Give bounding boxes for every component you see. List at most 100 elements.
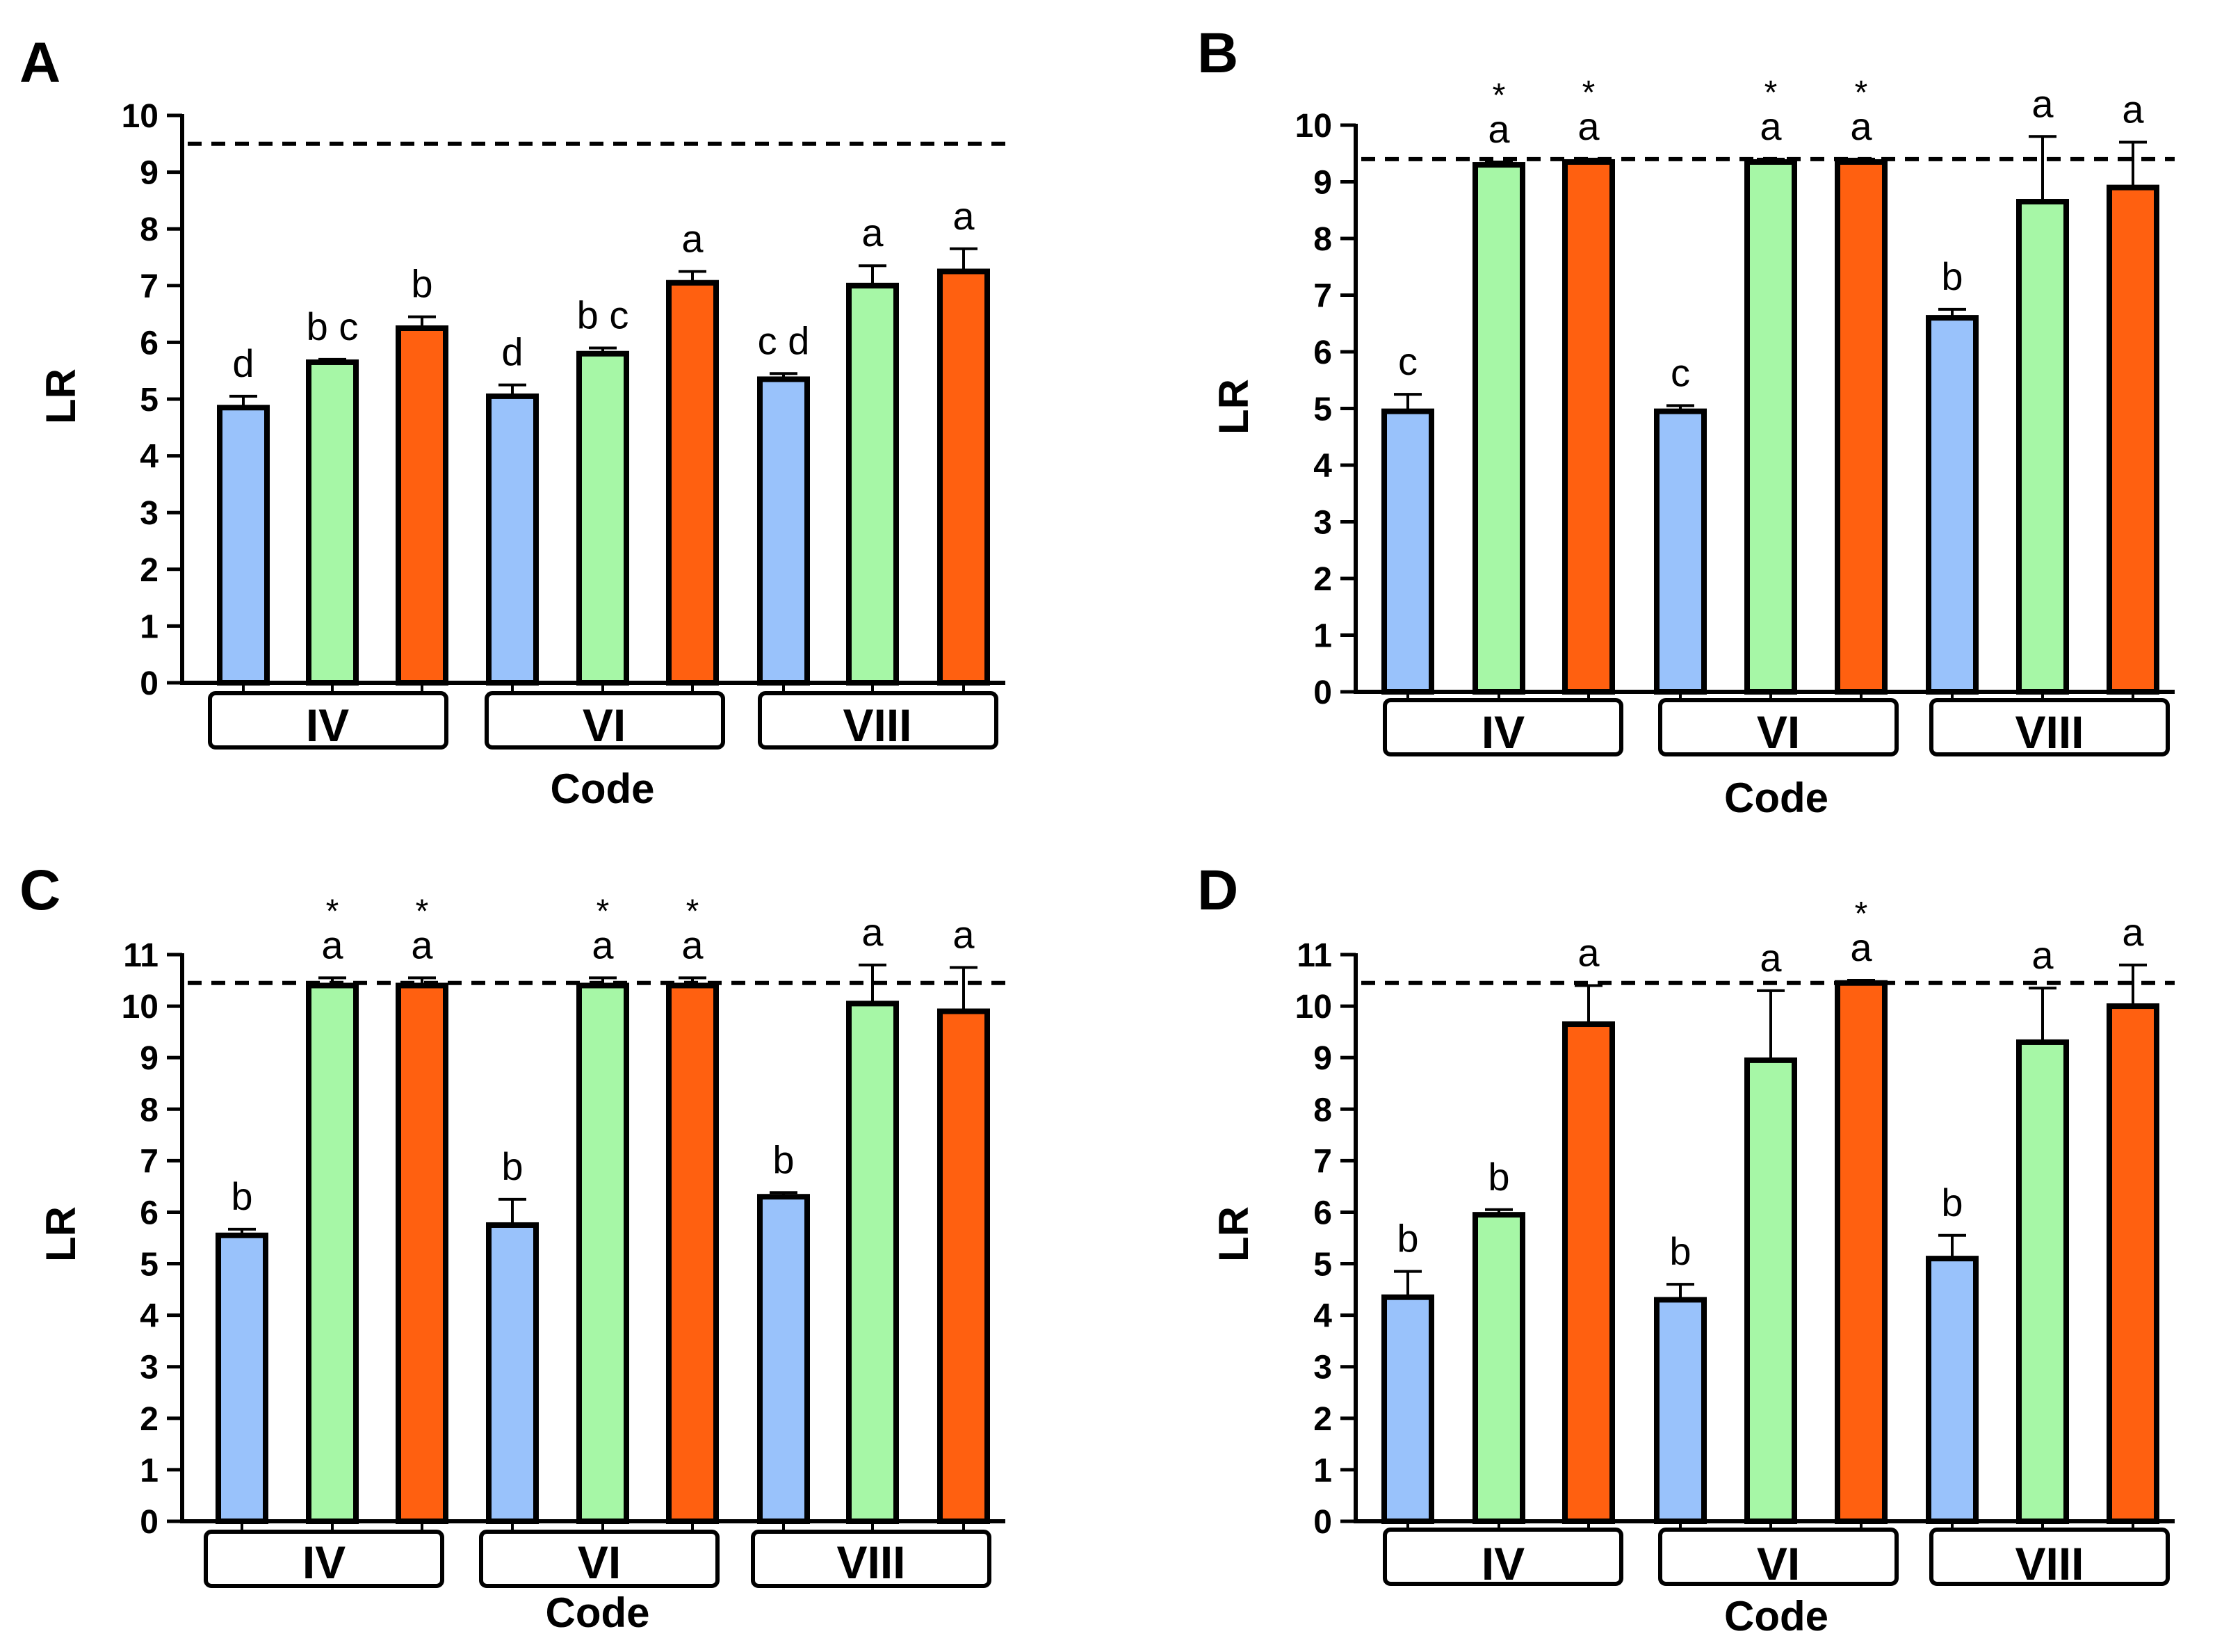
y-tick-label: 10 bbox=[1295, 989, 1332, 1026]
y-tick-label: 4 bbox=[140, 439, 159, 476]
y-tick-label: 7 bbox=[140, 1143, 159, 1180]
bar bbox=[217, 405, 270, 686]
significance-letter: a bbox=[861, 211, 884, 254]
bar bbox=[1472, 1212, 1525, 1524]
significance-letter: a bbox=[2031, 933, 2054, 977]
y-axis-title: LR bbox=[38, 369, 84, 424]
bar bbox=[846, 1001, 899, 1524]
significance-letter: a bbox=[1577, 930, 1600, 974]
significance-letter: a bbox=[1850, 104, 1872, 148]
group-box bbox=[479, 1530, 720, 1588]
y-tick-label: 1 bbox=[140, 1452, 159, 1489]
panel-letter: A bbox=[19, 31, 60, 95]
y-tick-label: 8 bbox=[1313, 221, 1332, 258]
y-tick-label: 9 bbox=[1313, 1040, 1332, 1077]
significance-letter: b bbox=[772, 1137, 794, 1181]
y-tick-label: 8 bbox=[1313, 1092, 1332, 1128]
bar bbox=[1562, 159, 1615, 695]
group-label: VI bbox=[583, 699, 626, 751]
significance-letter: b bbox=[1669, 1229, 1691, 1273]
bar bbox=[666, 280, 719, 686]
significance-letter: a bbox=[681, 216, 704, 260]
bar bbox=[1472, 162, 1525, 695]
bar bbox=[937, 1008, 990, 1524]
bar bbox=[2107, 1003, 2159, 1525]
y-tick-label: 3 bbox=[1313, 505, 1332, 542]
bar bbox=[1381, 1294, 1434, 1525]
significance-letter: a bbox=[2122, 910, 2144, 954]
group-label: VIII bbox=[836, 1537, 905, 1588]
significance-letter: b bbox=[411, 262, 432, 306]
x-axis-title: Code bbox=[551, 766, 655, 812]
bar bbox=[396, 982, 448, 1525]
significance-letter: b c bbox=[577, 293, 629, 337]
x-axis-title: Code bbox=[1724, 775, 1828, 821]
y-tick-label: 8 bbox=[140, 211, 159, 248]
significance-letter: a bbox=[1850, 925, 1872, 969]
y-tick-label: 3 bbox=[140, 495, 159, 532]
y-tick-label: 9 bbox=[1313, 165, 1332, 202]
significance-star: * bbox=[1764, 74, 1778, 111]
y-tick-label: 10 bbox=[122, 989, 159, 1026]
y-tick-label: 5 bbox=[1313, 1247, 1332, 1283]
significance-letter: a bbox=[592, 923, 614, 966]
significance-letter: b bbox=[1941, 254, 1963, 298]
y-tick-label: 0 bbox=[140, 1504, 159, 1541]
group-label: VIII bbox=[2015, 706, 2084, 758]
y-axis-title: LR bbox=[1210, 379, 1257, 435]
bar bbox=[757, 1194, 810, 1525]
bar bbox=[1926, 315, 1979, 695]
y-tick-label: 6 bbox=[140, 325, 159, 362]
significance-letter: a bbox=[1760, 104, 1782, 148]
significance-letter: b bbox=[1488, 1155, 1509, 1199]
y-tick-label: 9 bbox=[140, 1040, 159, 1077]
y-tick-label: 8 bbox=[140, 1092, 159, 1128]
group-box bbox=[204, 1530, 444, 1588]
bar bbox=[576, 350, 629, 686]
significance-letter: a bbox=[411, 923, 433, 966]
y-tick-label: 3 bbox=[140, 1350, 159, 1386]
bar bbox=[486, 393, 539, 686]
group-label: VIII bbox=[843, 699, 911, 751]
bar bbox=[937, 268, 990, 686]
bar bbox=[1562, 1021, 1615, 1524]
significance-star: * bbox=[1855, 896, 1868, 932]
group-label: IV bbox=[302, 1537, 346, 1588]
significance-letter: a bbox=[1577, 104, 1600, 148]
significance-letter: c bbox=[1398, 339, 1418, 383]
group-box bbox=[208, 691, 448, 750]
y-tick-label: 0 bbox=[1313, 674, 1332, 711]
y-tick-label: 2 bbox=[140, 552, 159, 589]
group-label: IV bbox=[306, 699, 349, 751]
y-axis-title: LR bbox=[38, 1206, 84, 1262]
y-tick-label: 2 bbox=[140, 1401, 159, 1438]
significance-letter: a bbox=[321, 923, 343, 966]
bar bbox=[1654, 1297, 1707, 1524]
group-box bbox=[1929, 1528, 2170, 1586]
bar bbox=[1654, 408, 1707, 695]
y-tick-label: 7 bbox=[1313, 278, 1332, 315]
y-tick-label: 6 bbox=[1313, 334, 1332, 371]
significance-letter: a bbox=[2122, 87, 2144, 131]
bar bbox=[2016, 199, 2069, 695]
y-axis-title: LR bbox=[1210, 1206, 1257, 1262]
significance-letter: b bbox=[501, 1144, 523, 1188]
bar bbox=[1744, 1057, 1797, 1524]
bar bbox=[1926, 1256, 1979, 1524]
y-tick-label: 2 bbox=[1313, 561, 1332, 598]
significance-letter: a bbox=[861, 910, 884, 954]
y-tick-label: 6 bbox=[1313, 1195, 1332, 1231]
bar bbox=[216, 1232, 268, 1524]
group-label: VI bbox=[578, 1537, 621, 1588]
x-axis-title: Code bbox=[546, 1589, 650, 1636]
significance-letter: a bbox=[1488, 107, 1510, 151]
y-tick-label: 1 bbox=[1313, 1452, 1332, 1489]
group-label: VI bbox=[1757, 706, 1800, 758]
y-tick-label: 11 bbox=[1297, 937, 1332, 974]
y-tick-label: 1 bbox=[1313, 618, 1332, 655]
y-tick-label: 7 bbox=[140, 268, 159, 305]
significance-star: * bbox=[1582, 74, 1596, 111]
y-tick-label: 11 bbox=[123, 937, 159, 974]
significance-letter: b bbox=[1941, 1181, 1963, 1224]
bar bbox=[1744, 159, 1797, 695]
